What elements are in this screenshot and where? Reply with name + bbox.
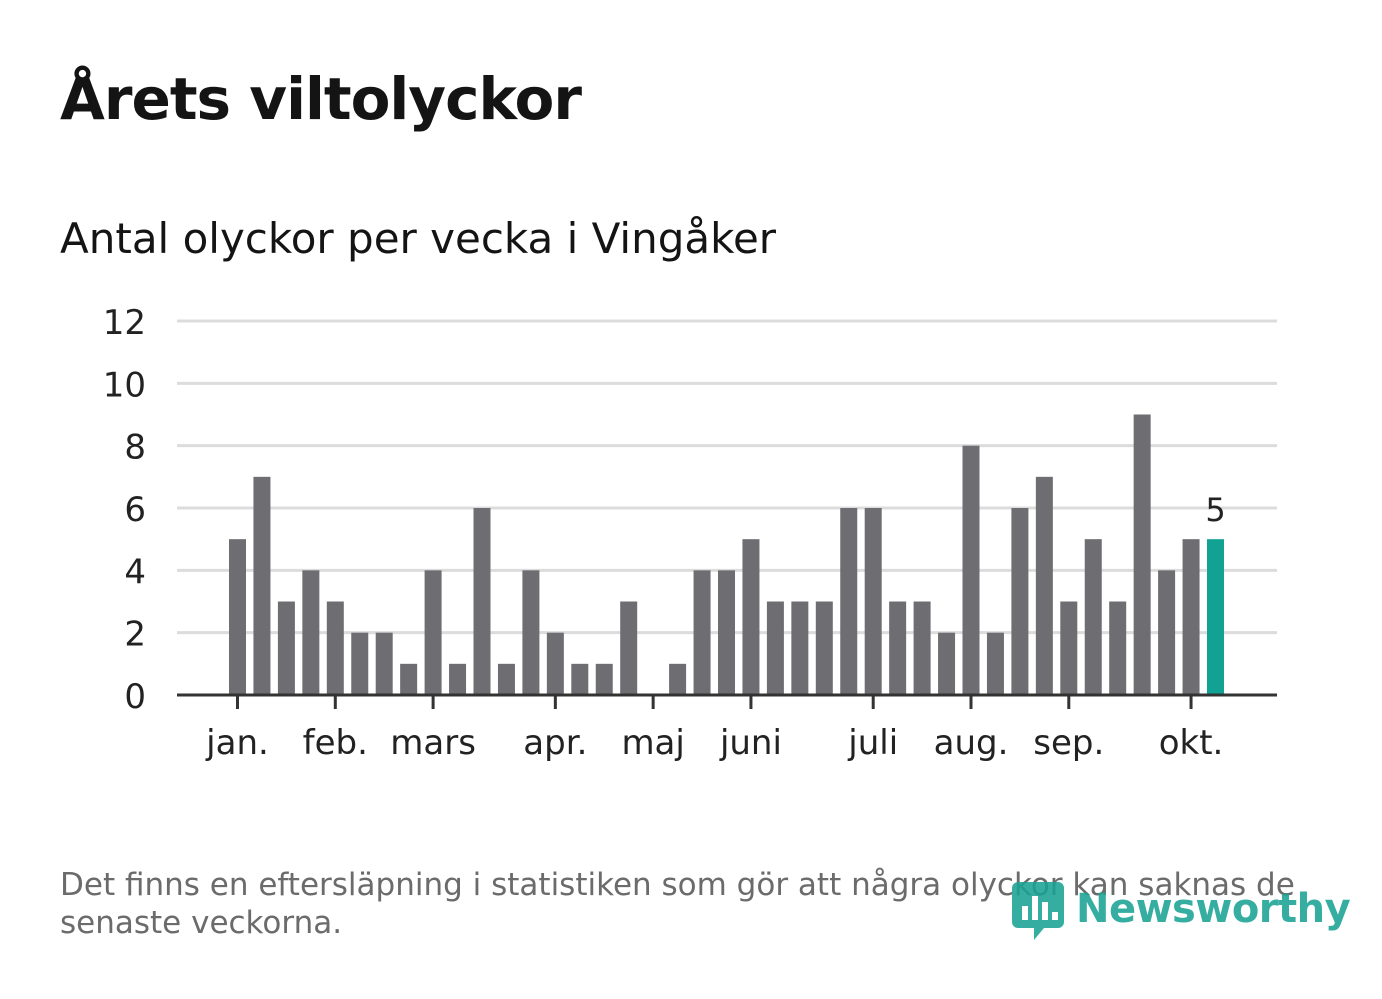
bar bbox=[522, 570, 540, 695]
chart-title: Årets viltolyckor bbox=[60, 65, 582, 133]
x-tick-label: jan. bbox=[205, 723, 269, 763]
bar bbox=[546, 632, 564, 695]
bar bbox=[766, 601, 784, 695]
bar bbox=[351, 632, 369, 695]
bar bbox=[742, 539, 760, 695]
bar bbox=[595, 663, 613, 695]
y-tick-label: 6 bbox=[124, 490, 146, 530]
bar bbox=[693, 570, 711, 695]
bar bbox=[620, 601, 638, 695]
bar bbox=[1011, 508, 1029, 695]
bar bbox=[938, 632, 956, 695]
bar bbox=[473, 508, 491, 695]
x-tick-label: apr. bbox=[523, 723, 587, 763]
data-labels: 5 bbox=[1205, 491, 1225, 529]
newsworthy-logo-icon bbox=[1012, 882, 1064, 940]
bar bbox=[229, 539, 246, 695]
bar bbox=[1158, 570, 1176, 695]
chart-subtitle: Antal olyckor per vecka i Vingåker bbox=[60, 214, 777, 263]
bar bbox=[815, 601, 833, 695]
bar bbox=[400, 663, 418, 695]
bar bbox=[889, 601, 907, 695]
y-tick-label: 2 bbox=[124, 615, 146, 655]
bar bbox=[571, 663, 589, 695]
bar bbox=[1035, 476, 1053, 695]
bar bbox=[449, 663, 467, 695]
newsworthy-logo-text: Newsworthy bbox=[1076, 886, 1351, 932]
bar bbox=[840, 508, 858, 695]
bar bbox=[864, 508, 882, 695]
newsworthy-logo: Newsworthy bbox=[1010, 876, 1351, 942]
highlight-value-label: 5 bbox=[1205, 491, 1225, 529]
bar bbox=[1133, 414, 1151, 695]
bar bbox=[1109, 601, 1127, 695]
footnote: Det finns en eftersläpning i statistiken… bbox=[60, 867, 1295, 941]
x-tick-label: sep. bbox=[1033, 723, 1104, 763]
x-tick-label: feb. bbox=[303, 723, 368, 763]
bar bbox=[497, 663, 515, 695]
bar bbox=[424, 570, 442, 695]
bars bbox=[229, 414, 1224, 695]
x-tick-label: okt. bbox=[1159, 723, 1224, 763]
y-tick-label: 8 bbox=[124, 428, 146, 468]
y-tick-label: 10 bbox=[103, 365, 146, 405]
bar bbox=[253, 476, 271, 695]
bar bbox=[1060, 601, 1078, 695]
bar bbox=[718, 570, 735, 695]
bar bbox=[1182, 539, 1200, 695]
x-axis-tick-labels: jan. feb. mars apr. maj juni juli aug. sep. okt. bbox=[205, 695, 1223, 763]
x-tick-label: mars bbox=[390, 723, 476, 763]
bar bbox=[986, 632, 1004, 695]
y-axis-tick-labels: 0 2 4 6 8 10 12 bbox=[103, 303, 146, 717]
bar bbox=[962, 445, 980, 695]
bar bbox=[302, 570, 320, 695]
y-tick-label: 12 bbox=[103, 303, 146, 343]
y-tick-label: 4 bbox=[124, 552, 146, 592]
bar-chart: 0 2 4 6 8 10 12 jan. feb. mars apr. maj juni juli aug… bbox=[103, 303, 1277, 763]
bar bbox=[277, 601, 295, 695]
bar bbox=[326, 601, 344, 695]
x-tick-label: maj bbox=[621, 723, 684, 763]
bar bbox=[669, 663, 687, 695]
x-tick-label: aug. bbox=[934, 723, 1009, 763]
bar bbox=[375, 632, 393, 695]
x-tick-label: juli bbox=[847, 723, 898, 763]
bar-highlight bbox=[1207, 539, 1224, 695]
x-tick-label: juni bbox=[719, 723, 782, 763]
bar bbox=[791, 601, 809, 695]
bar bbox=[1084, 539, 1102, 695]
bar bbox=[913, 601, 931, 695]
y-tick-label: 0 bbox=[124, 677, 146, 717]
